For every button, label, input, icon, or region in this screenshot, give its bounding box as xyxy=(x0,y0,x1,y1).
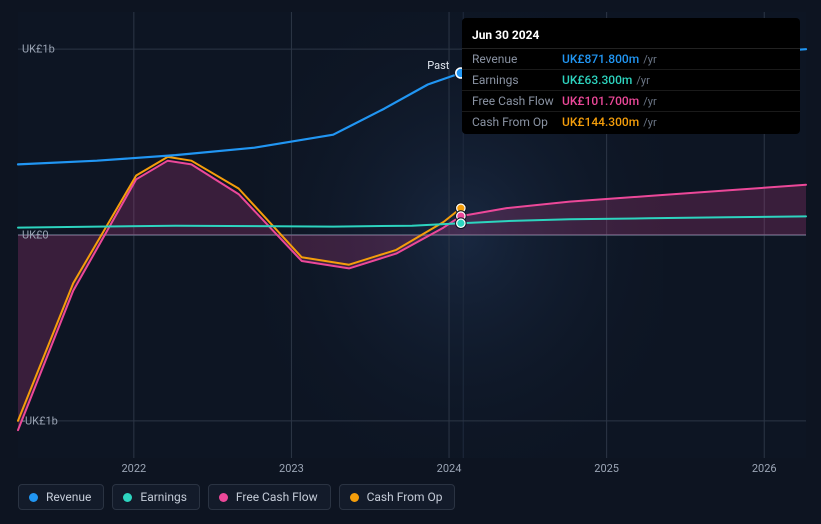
y-tick-label: UK£0 xyxy=(22,229,49,242)
legend-item-revenue[interactable]: Revenue xyxy=(18,484,104,510)
tooltip-row-unit: /yr xyxy=(643,116,656,129)
tooltip-row-unit: /yr xyxy=(643,95,656,108)
tooltip-row-value: UK£101.700m xyxy=(562,94,639,108)
chart-legend: Revenue Earnings Free Cash Flow Cash From O… xyxy=(18,484,455,510)
legend-item-earnings[interactable]: Earnings xyxy=(112,484,200,510)
tooltip-row-label: Cash From Op xyxy=(472,115,562,129)
legend-item-fcf[interactable]: Free Cash Flow xyxy=(208,484,331,510)
legend-swatch xyxy=(350,493,359,502)
legend-item-cfo[interactable]: Cash From Op xyxy=(339,484,456,510)
x-tick-label: 2025 xyxy=(594,462,619,475)
tooltip-row-unit: /yr xyxy=(636,74,649,87)
y-tick-label: UK£1b xyxy=(22,43,55,56)
legend-label: Free Cash Flow xyxy=(236,490,318,504)
legend-swatch xyxy=(123,493,132,502)
legend-label: Cash From Op xyxy=(367,490,443,504)
legend-swatch xyxy=(29,493,38,502)
past-label: Past xyxy=(427,59,449,72)
tooltip-row: RevenueUK£871.800m/yr xyxy=(462,49,800,70)
tooltip-row: Free Cash FlowUK£101.700m/yr xyxy=(462,91,800,112)
forecast-chart: UK£1b UK£0 -UK£1b 2022 2023 2024 2025 20… xyxy=(0,0,821,524)
tooltip-row-unit: /yr xyxy=(643,53,656,66)
tooltip-row: Cash From OpUK£144.300m/yr xyxy=(462,112,800,132)
x-tick-label: 2022 xyxy=(121,462,146,475)
tooltip-row-label: Free Cash Flow xyxy=(472,94,562,108)
chart-tooltip: Jun 30 2024 RevenueUK£871.800m/yrEarning… xyxy=(462,18,800,134)
legend-label: Revenue xyxy=(46,490,91,504)
tooltip-row-label: Earnings xyxy=(472,73,562,87)
tooltip-row-value: UK£144.300m xyxy=(562,115,639,129)
y-tick-label: -UK£1b xyxy=(22,414,58,427)
x-tick-label: 2026 xyxy=(752,462,777,475)
tooltip-row-value: UK£63.300m xyxy=(562,73,632,87)
tooltip-row: EarningsUK£63.300m/yr xyxy=(462,70,800,91)
tooltip-row-label: Revenue xyxy=(472,52,562,66)
tooltip-row-value: UK£871.800m xyxy=(562,52,639,66)
tooltip-title: Jun 30 2024 xyxy=(462,22,800,49)
legend-swatch xyxy=(219,493,228,502)
x-tick-label: 2023 xyxy=(279,462,304,475)
legend-label: Earnings xyxy=(140,490,187,504)
x-tick-label: 2024 xyxy=(437,462,462,475)
